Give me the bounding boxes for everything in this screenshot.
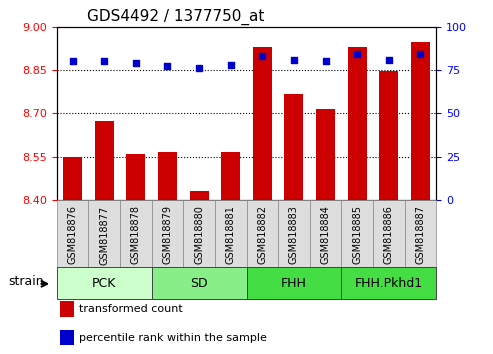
Text: GSM818879: GSM818879: [162, 205, 173, 264]
Point: [258, 53, 266, 59]
Bar: [310, 200, 341, 267]
Bar: [57, 200, 88, 267]
Text: GSM818883: GSM818883: [289, 205, 299, 264]
Bar: [411, 42, 430, 200]
Bar: [246, 267, 341, 299]
Point: [290, 57, 298, 62]
Bar: [253, 47, 272, 200]
Point: [353, 51, 361, 57]
Point: [132, 60, 140, 66]
Bar: [405, 200, 436, 267]
Text: GSM818876: GSM818876: [68, 205, 77, 264]
Bar: [126, 154, 145, 200]
Bar: [341, 267, 436, 299]
Bar: [120, 200, 152, 267]
Point: [69, 58, 76, 64]
Text: strain: strain: [8, 275, 44, 288]
Bar: [183, 200, 215, 267]
Text: FHH: FHH: [281, 277, 307, 290]
Point: [321, 58, 329, 64]
Text: GSM818885: GSM818885: [352, 205, 362, 264]
Text: GSM818887: GSM818887: [416, 205, 425, 264]
Bar: [63, 157, 82, 200]
Bar: [284, 95, 304, 200]
Text: FHH.Pkhd1: FHH.Pkhd1: [355, 277, 423, 290]
Point: [417, 51, 424, 57]
Bar: [88, 200, 120, 267]
Text: GSM818884: GSM818884: [320, 205, 331, 264]
Bar: [316, 109, 335, 200]
Bar: [380, 72, 398, 200]
Bar: [57, 267, 152, 299]
Text: GSM818881: GSM818881: [226, 205, 236, 264]
Bar: [215, 200, 246, 267]
Text: percentile rank within the sample: percentile rank within the sample: [79, 332, 267, 343]
Bar: [246, 200, 278, 267]
Bar: [152, 267, 246, 299]
Bar: [341, 200, 373, 267]
Text: GSM818878: GSM818878: [131, 205, 141, 264]
Bar: [221, 152, 240, 200]
Bar: [373, 200, 405, 267]
Text: PCK: PCK: [92, 277, 116, 290]
Point: [100, 58, 108, 64]
Bar: [95, 120, 113, 200]
Text: SD: SD: [190, 277, 208, 290]
Bar: [348, 47, 367, 200]
Bar: [278, 200, 310, 267]
Point: [164, 64, 172, 69]
Text: GSM818886: GSM818886: [384, 205, 394, 264]
Text: GSM818880: GSM818880: [194, 205, 204, 264]
Bar: [152, 200, 183, 267]
Bar: [189, 192, 209, 200]
Point: [227, 62, 235, 68]
Bar: [158, 152, 177, 200]
Text: transformed count: transformed count: [79, 304, 183, 314]
Point: [195, 65, 203, 71]
Bar: [61, 301, 74, 317]
Text: GSM818882: GSM818882: [257, 205, 267, 264]
Point: [385, 57, 393, 62]
Bar: [61, 330, 74, 345]
Text: GSM818877: GSM818877: [99, 205, 109, 264]
Text: GDS4492 / 1377750_at: GDS4492 / 1377750_at: [87, 9, 264, 25]
